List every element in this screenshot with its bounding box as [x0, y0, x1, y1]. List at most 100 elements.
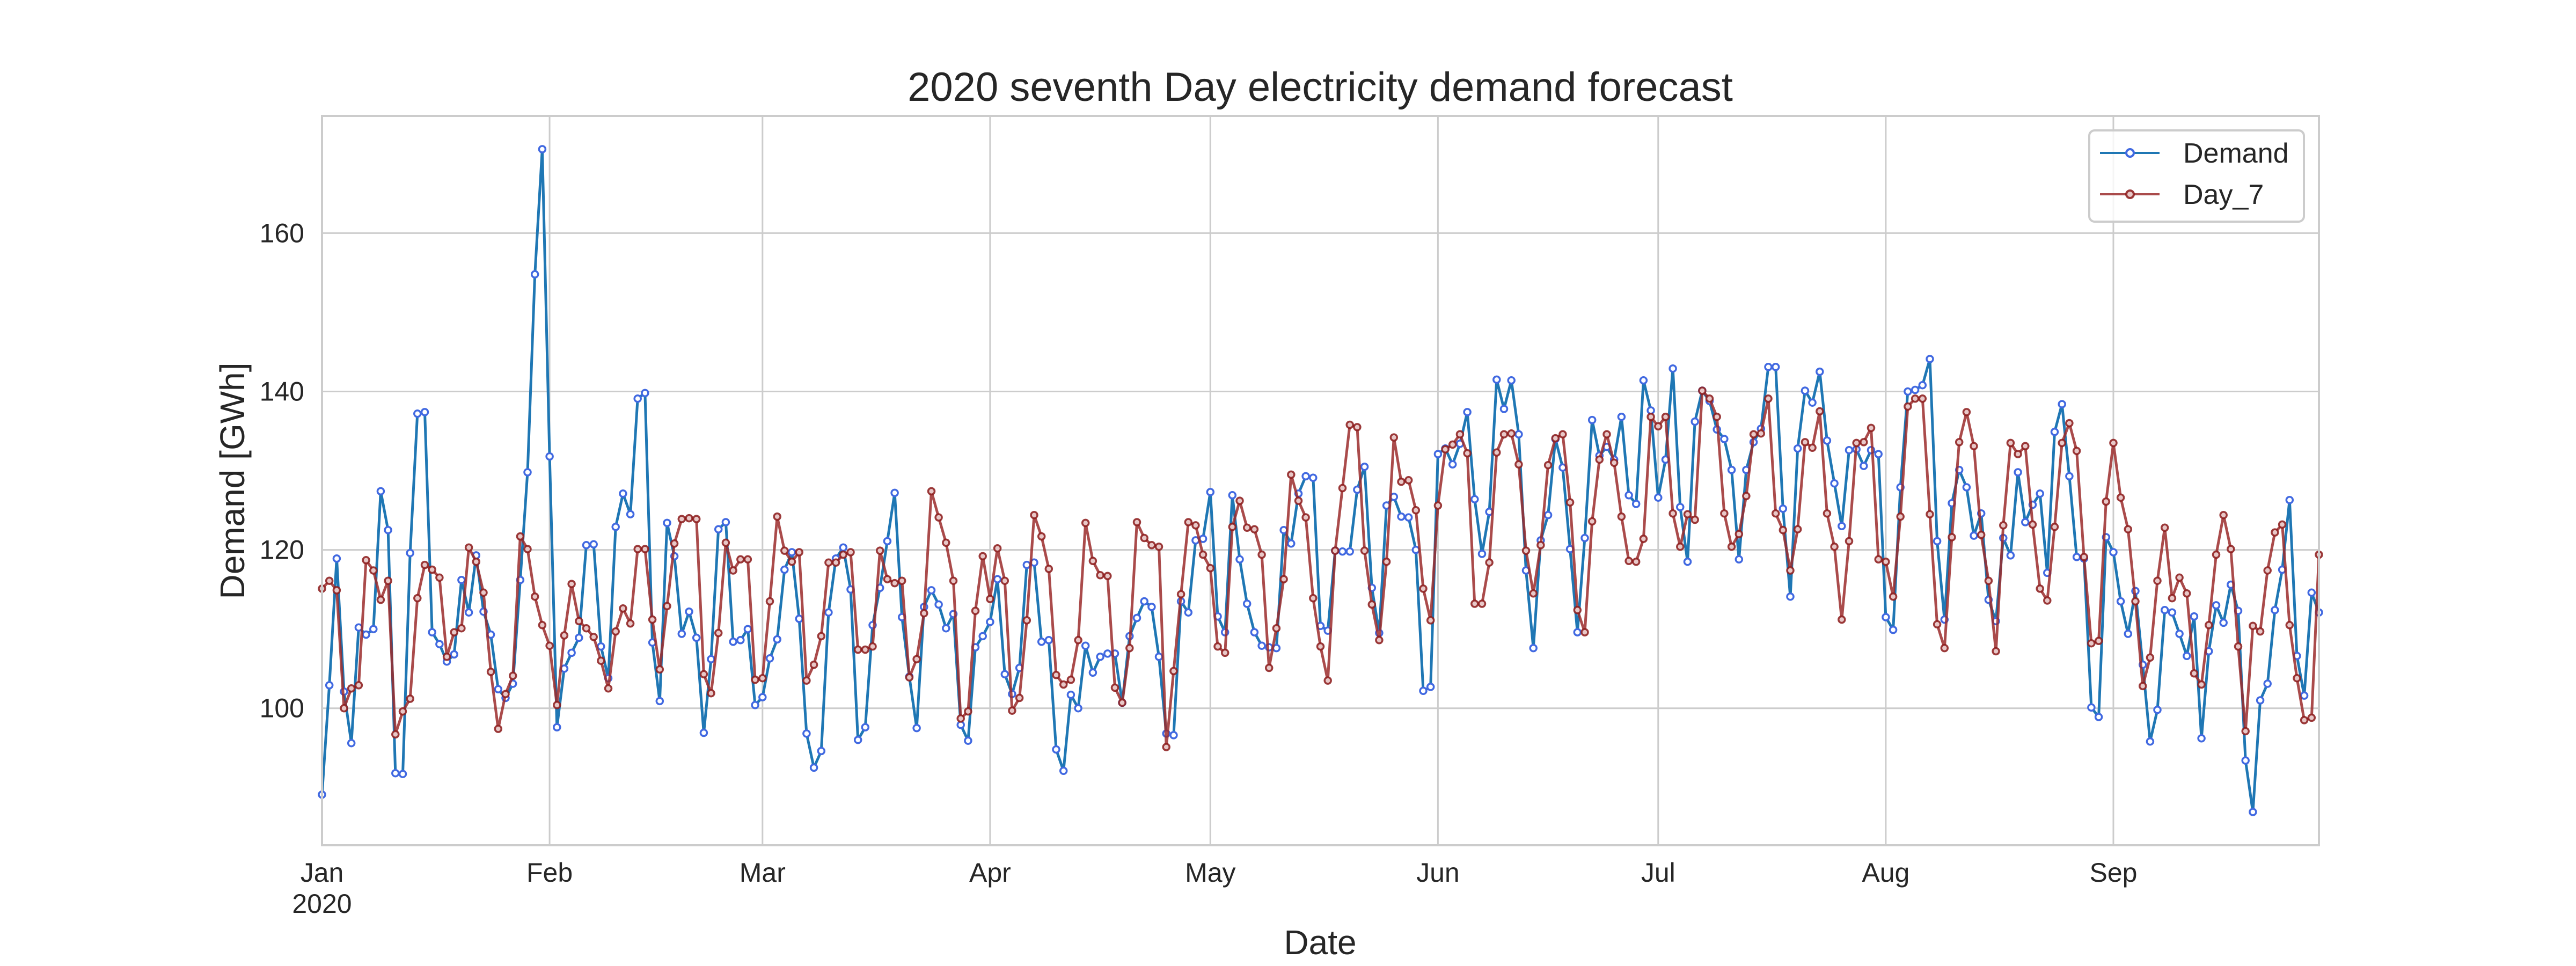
- data-point: [868, 642, 877, 651]
- data-point: [692, 515, 701, 523]
- data-point: [369, 566, 378, 575]
- data-point: [853, 645, 862, 654]
- data-point: [420, 408, 429, 416]
- data-point: [619, 489, 627, 498]
- data-point: [831, 558, 840, 567]
- data-point: [817, 747, 826, 756]
- data-point: [1654, 493, 1663, 502]
- data-point: [2293, 674, 2301, 683]
- data-point: [1661, 412, 1670, 421]
- data-point: [1624, 491, 1633, 500]
- data-point: [1926, 510, 1934, 518]
- data-point: [340, 704, 348, 713]
- data-point: [978, 632, 987, 641]
- data-point: [1206, 488, 1215, 496]
- data-point: [2036, 489, 2044, 498]
- data-point: [589, 633, 598, 641]
- data-point: [1970, 442, 1978, 451]
- data-point: [538, 145, 547, 153]
- data-point: [611, 627, 620, 636]
- data-point: [707, 689, 715, 698]
- data-point: [545, 452, 554, 461]
- data-point: [1397, 512, 1406, 521]
- series-day-7: [318, 386, 2323, 751]
- data-point: [1962, 483, 1971, 492]
- data-point: [619, 604, 627, 613]
- data-point: [751, 675, 759, 684]
- data-point: [1441, 445, 1450, 453]
- data-point: [1573, 606, 1582, 614]
- data-point: [1389, 433, 1399, 442]
- data-point: [641, 545, 649, 553]
- data-point: [1235, 555, 1244, 564]
- data-point: [765, 597, 774, 606]
- data-point: [2227, 545, 2235, 553]
- data-point: [1118, 698, 1126, 707]
- data-point: [2050, 523, 2059, 531]
- data-point: [1617, 512, 1626, 521]
- data-point: [1052, 745, 1060, 754]
- data-point: [530, 270, 539, 279]
- data-point: [1896, 512, 1905, 521]
- data-point: [839, 550, 848, 559]
- data-point: [2175, 630, 2184, 638]
- data-point: [1132, 518, 1141, 526]
- data-point: [538, 621, 547, 630]
- x-tick-label: Apr: [969, 858, 1011, 888]
- data-point: [516, 532, 525, 541]
- data-point: [560, 631, 569, 640]
- data-point: [626, 510, 635, 518]
- data-point: [2183, 589, 2191, 598]
- data-point: [1882, 613, 1890, 621]
- plot-frame: [321, 115, 2320, 846]
- data-point: [347, 738, 356, 748]
- data-point: [1786, 592, 1795, 601]
- data-point: [1918, 394, 1927, 403]
- data-point: [986, 618, 994, 626]
- data-point: [391, 730, 400, 739]
- data-point: [457, 624, 466, 633]
- data-point: [1301, 513, 1310, 522]
- data-point: [692, 633, 701, 642]
- data-point: [993, 575, 1002, 583]
- data-point: [1838, 615, 1846, 624]
- data-point: [428, 628, 436, 636]
- data-point: [1184, 518, 1193, 526]
- data-point: [1514, 460, 1523, 469]
- data-point: [1000, 576, 1009, 585]
- data-point: [2190, 612, 2199, 621]
- data-point: [2065, 419, 2074, 428]
- data-point: [1316, 642, 1325, 651]
- data-point: [2065, 472, 2074, 481]
- data-point: [1771, 363, 1780, 371]
- legend-marker-day-7: [2125, 189, 2135, 199]
- x-tick-label: Mar: [740, 858, 786, 888]
- data-point: [567, 580, 576, 588]
- data-point: [604, 684, 613, 693]
- data-point: [685, 514, 693, 523]
- data-point: [1639, 376, 1648, 385]
- data-point: [2197, 680, 2206, 689]
- data-point: [787, 548, 796, 557]
- data-point: [2014, 450, 2022, 458]
- data-point: [758, 674, 767, 683]
- data-point: [450, 650, 458, 659]
- data-point: [1926, 355, 1934, 363]
- data-point: [1609, 458, 1619, 467]
- data-point: [1419, 584, 1428, 593]
- legend-item-demand: Demand: [2100, 138, 2289, 169]
- x-tick-label: Sep: [2089, 858, 2137, 888]
- data-point: [1455, 430, 1465, 438]
- y-axis-label: Demand [GWh]: [213, 362, 252, 599]
- x-axis-label: Date: [1284, 923, 1356, 962]
- x-tick-label: May: [1185, 858, 1235, 888]
- data-point: [1529, 643, 1538, 653]
- data-point: [964, 707, 972, 716]
- data-point: [1250, 525, 1259, 533]
- data-point: [2036, 584, 2044, 593]
- data-point: [890, 579, 899, 588]
- data-point: [2116, 493, 2125, 502]
- data-point: [2116, 597, 2125, 606]
- data-point: [758, 693, 767, 701]
